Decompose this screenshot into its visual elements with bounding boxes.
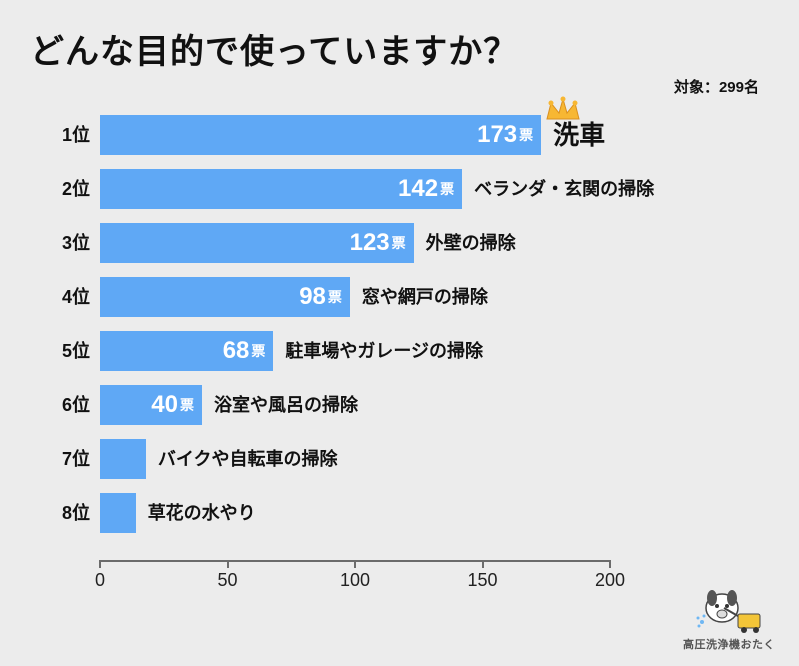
bar-unit: 票 bbox=[519, 125, 533, 145]
bar: 40票 bbox=[100, 385, 202, 425]
category-label: 洗車 bbox=[553, 115, 605, 155]
bar-row: 7位バイクや自転車の掃除 bbox=[100, 439, 610, 479]
chart-title: どんな目的で使っていますか？ bbox=[30, 24, 518, 73]
bar-unit: 票 bbox=[180, 395, 194, 415]
x-tick bbox=[99, 560, 101, 568]
footer-label: 高圧洗浄機おたく bbox=[683, 636, 775, 652]
rank-label: 7位 bbox=[45, 439, 90, 479]
rank-label: 8位 bbox=[45, 493, 90, 533]
x-tick-label: 100 bbox=[340, 570, 370, 591]
bar-unit: 票 bbox=[440, 179, 454, 199]
bar-value: 142 bbox=[398, 175, 438, 203]
category-label: バイクや自転車の掃除 bbox=[158, 439, 338, 479]
bar-row: 8位草花の水やり bbox=[100, 493, 610, 533]
bar-unit: 票 bbox=[251, 341, 265, 361]
bar-row: 4位98票窓や網戸の掃除 bbox=[100, 277, 610, 317]
x-tick-label: 0 bbox=[95, 570, 105, 591]
bar-value: 123 bbox=[350, 229, 390, 257]
bar: 68票 bbox=[100, 331, 273, 371]
x-tick-label: 200 bbox=[595, 570, 625, 591]
x-tick bbox=[354, 560, 356, 568]
bar-chart: 1位173票洗車2位142票ベランダ・玄関の掃除3位123票外壁の掃除4位98票… bbox=[45, 115, 755, 625]
category-label: 窓や網戸の掃除 bbox=[362, 277, 488, 317]
footer: 高圧洗浄機おたく bbox=[683, 578, 775, 652]
bar: 173票 bbox=[100, 115, 541, 155]
rank-label: 4位 bbox=[45, 277, 90, 317]
bar-row: 1位173票洗車 bbox=[100, 115, 610, 155]
category-label: 草花の水やり bbox=[148, 493, 256, 533]
bar bbox=[100, 493, 136, 533]
chart-subtitle: 対象：299名 bbox=[674, 76, 759, 97]
dog-pressure-washer-mascot bbox=[694, 578, 764, 634]
bar-row: 2位142票ベランダ・玄関の掃除 bbox=[100, 169, 610, 209]
category-label: 外壁の掃除 bbox=[426, 223, 516, 263]
bar-value: 40 bbox=[151, 391, 178, 419]
rank-label: 2位 bbox=[45, 169, 90, 209]
bar: 123票 bbox=[100, 223, 414, 263]
bar-value: 173 bbox=[477, 121, 517, 149]
bar-value: 68 bbox=[223, 337, 250, 365]
bar: 98票 bbox=[100, 277, 350, 317]
x-tick bbox=[227, 560, 229, 568]
x-axis: 050100150200 bbox=[100, 560, 610, 610]
bar-row: 6位40票浴室や風呂の掃除 bbox=[100, 385, 610, 425]
rank-label: 3位 bbox=[45, 223, 90, 263]
rank-label: 1位 bbox=[45, 115, 90, 155]
bar bbox=[100, 439, 146, 479]
category-label: 浴室や風呂の掃除 bbox=[214, 385, 358, 425]
x-tick-label: 150 bbox=[467, 570, 497, 591]
plot-area: 1位173票洗車 2位142票ベランダ・玄関の掃除 3位123票外壁の掃除 4位98票… bbox=[100, 115, 610, 560]
rank-label: 6位 bbox=[45, 385, 90, 425]
bar-row: 5位68票駐車場やガレージの掃除 bbox=[100, 331, 610, 371]
bar-value: 98 bbox=[299, 283, 326, 311]
x-tick-label: 50 bbox=[217, 570, 237, 591]
x-tick bbox=[609, 560, 611, 568]
category-label: 駐車場やガレージの掃除 bbox=[285, 331, 483, 371]
bar-row: 3位123票外壁の掃除 bbox=[100, 223, 610, 263]
rank-label: 5位 bbox=[45, 331, 90, 371]
x-tick bbox=[482, 560, 484, 568]
bar: 142票 bbox=[100, 169, 462, 209]
category-label: ベランダ・玄関の掃除 bbox=[474, 169, 654, 209]
bar-unit: 票 bbox=[392, 233, 406, 253]
bar-unit: 票 bbox=[328, 287, 342, 307]
